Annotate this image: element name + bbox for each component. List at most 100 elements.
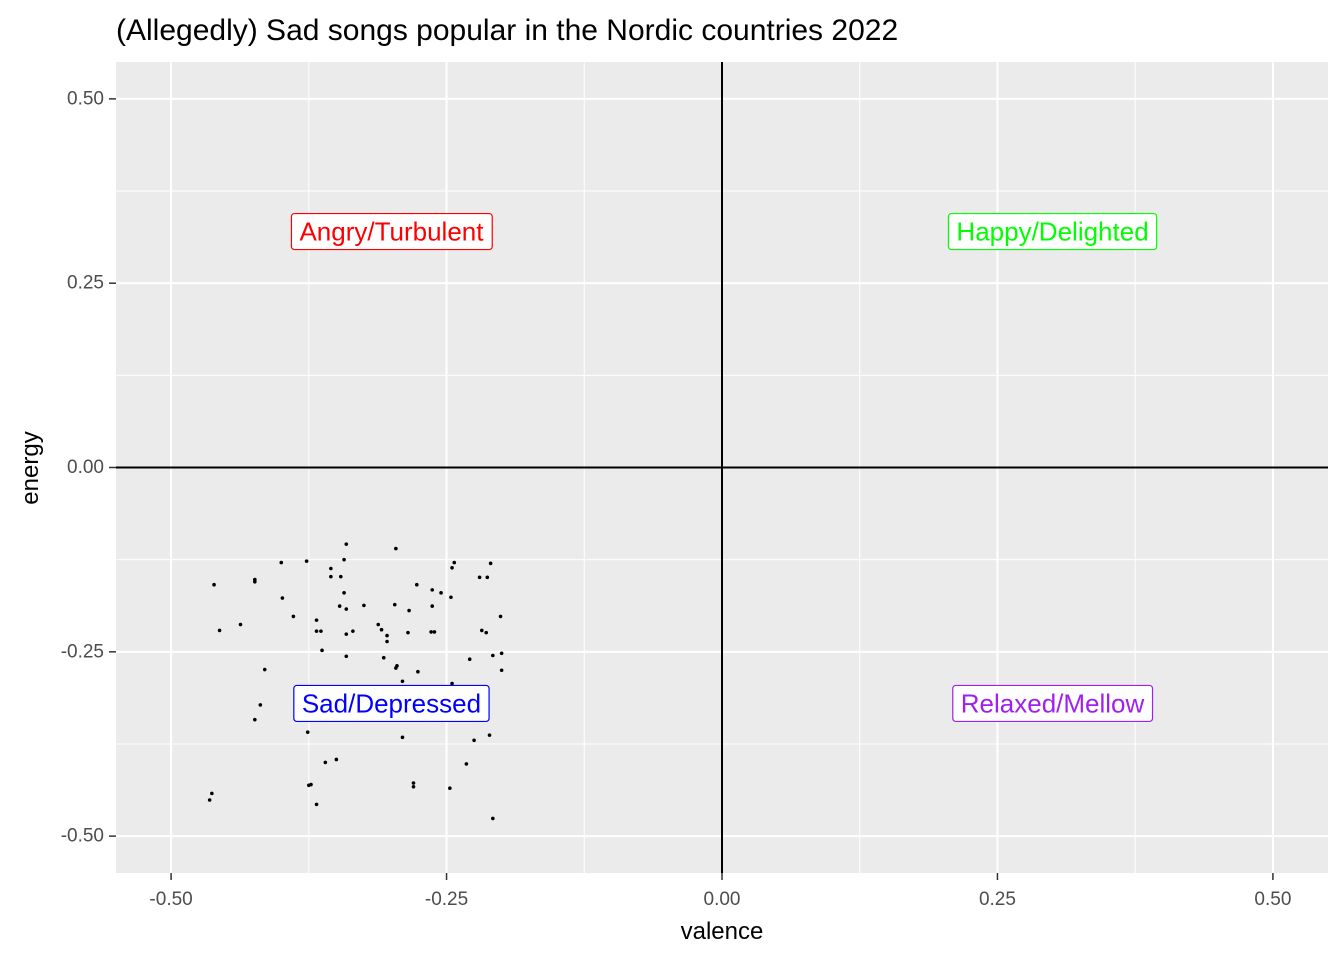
data-point [304, 559, 309, 563]
data-point [217, 628, 222, 633]
data-point [498, 614, 503, 619]
data-point [472, 738, 476, 743]
data-point [414, 582, 419, 587]
data-point [484, 630, 489, 635]
data-point [258, 703, 263, 707]
data-point [448, 786, 452, 791]
data-point [279, 560, 284, 565]
quadrant-label-box [952, 684, 1154, 723]
data-point [344, 607, 349, 611]
data-point [411, 781, 416, 785]
y-tick-label: 0.50 [67, 88, 104, 109]
quadrant-labels: Angry/Turbulent Happy/Delighted Sad/Depres… [290, 212, 1158, 723]
y-tick-label: 0.25 [67, 273, 104, 294]
quadrant-label-text: Angry/Turbulent [299, 217, 484, 247]
chart-title: (Allegedly) Sad songs popular in the Nor… [116, 14, 898, 47]
data-point [381, 655, 386, 660]
data-point [376, 622, 381, 627]
data-point [319, 629, 323, 633]
data-point [480, 628, 484, 633]
data-point [392, 602, 397, 607]
data-point [314, 802, 319, 807]
x-tick-label: 0.25 [979, 889, 1016, 910]
data-point [430, 588, 435, 592]
data-point [337, 604, 342, 608]
quadrant-label-box [290, 212, 493, 251]
data-point [379, 627, 384, 632]
y-tick-label: -0.25 [61, 641, 104, 662]
y-axis-title: energy [17, 431, 44, 504]
data-point [262, 667, 267, 672]
data-point [253, 717, 257, 722]
data-point [485, 575, 490, 580]
quadrant-label-text: Relaxed/Mellow [961, 688, 1145, 718]
data-point [280, 596, 285, 600]
data-point [450, 565, 454, 570]
data-point [334, 757, 339, 762]
data-point [342, 591, 346, 595]
quadrant-label: Relaxed/Mellow [952, 684, 1154, 723]
data-point [477, 575, 482, 580]
data-point [400, 735, 405, 740]
data-point [394, 546, 398, 551]
data-point [432, 630, 437, 634]
data-point [305, 730, 310, 734]
data-point [344, 542, 349, 546]
reference-lines [116, 62, 1328, 873]
data-point [449, 595, 453, 600]
quadrant-label: Angry/Turbulent [290, 212, 493, 251]
y-tick-label: 0.00 [67, 457, 104, 478]
data-point [464, 762, 469, 766]
data-point [467, 657, 472, 661]
data-points [207, 542, 504, 821]
x-axis-title: valence [681, 918, 764, 945]
data-point [385, 633, 389, 638]
data-point [207, 798, 212, 802]
data-point [394, 666, 398, 670]
y-tick-label: -0.50 [61, 826, 104, 847]
x-tick-label: -0.25 [425, 889, 468, 910]
quadrant-label-box [293, 684, 490, 723]
quadrant-label: Sad/Depressed [293, 684, 490, 723]
data-point [338, 574, 343, 579]
data-point [450, 681, 454, 686]
x-tick-label: 0.50 [1254, 889, 1291, 910]
data-point [314, 629, 319, 633]
data-point [429, 630, 433, 634]
data-point [439, 591, 443, 595]
data-point [344, 632, 349, 636]
data-point [210, 791, 214, 796]
data-point [407, 608, 411, 613]
data-point [430, 604, 435, 608]
data-point [212, 582, 216, 587]
quadrant-label: Happy/Delighted [947, 212, 1158, 251]
data-point [320, 648, 324, 653]
data-point [314, 618, 319, 622]
quadrant-label-text: Sad/Depressed [302, 688, 481, 718]
quadrant-label-text: Happy/Delighted [956, 217, 1148, 247]
data-point [499, 651, 504, 656]
data-point [385, 639, 389, 644]
data-point [329, 574, 333, 579]
data-point [342, 557, 346, 562]
data-point [491, 653, 495, 658]
data-point [488, 561, 493, 566]
data-point [411, 784, 416, 789]
x-axis: -0.50 -0.25 0.00 0.25 0.50 [149, 873, 1291, 910]
data-point [452, 560, 457, 565]
data-point [487, 733, 492, 737]
data-point [416, 669, 420, 674]
data-point [499, 668, 504, 673]
x-tick-label: 0.00 [704, 889, 741, 910]
data-point [400, 679, 405, 684]
x-tick-label: -0.50 [149, 889, 192, 910]
y-axis: -0.50 -0.25 0.00 0.25 0.50 [61, 88, 116, 847]
data-point [323, 760, 328, 765]
data-point [491, 816, 495, 821]
data-point [291, 614, 296, 619]
data-point [329, 566, 333, 571]
data-point [406, 630, 410, 635]
data-point [253, 579, 257, 584]
data-point [344, 654, 349, 659]
